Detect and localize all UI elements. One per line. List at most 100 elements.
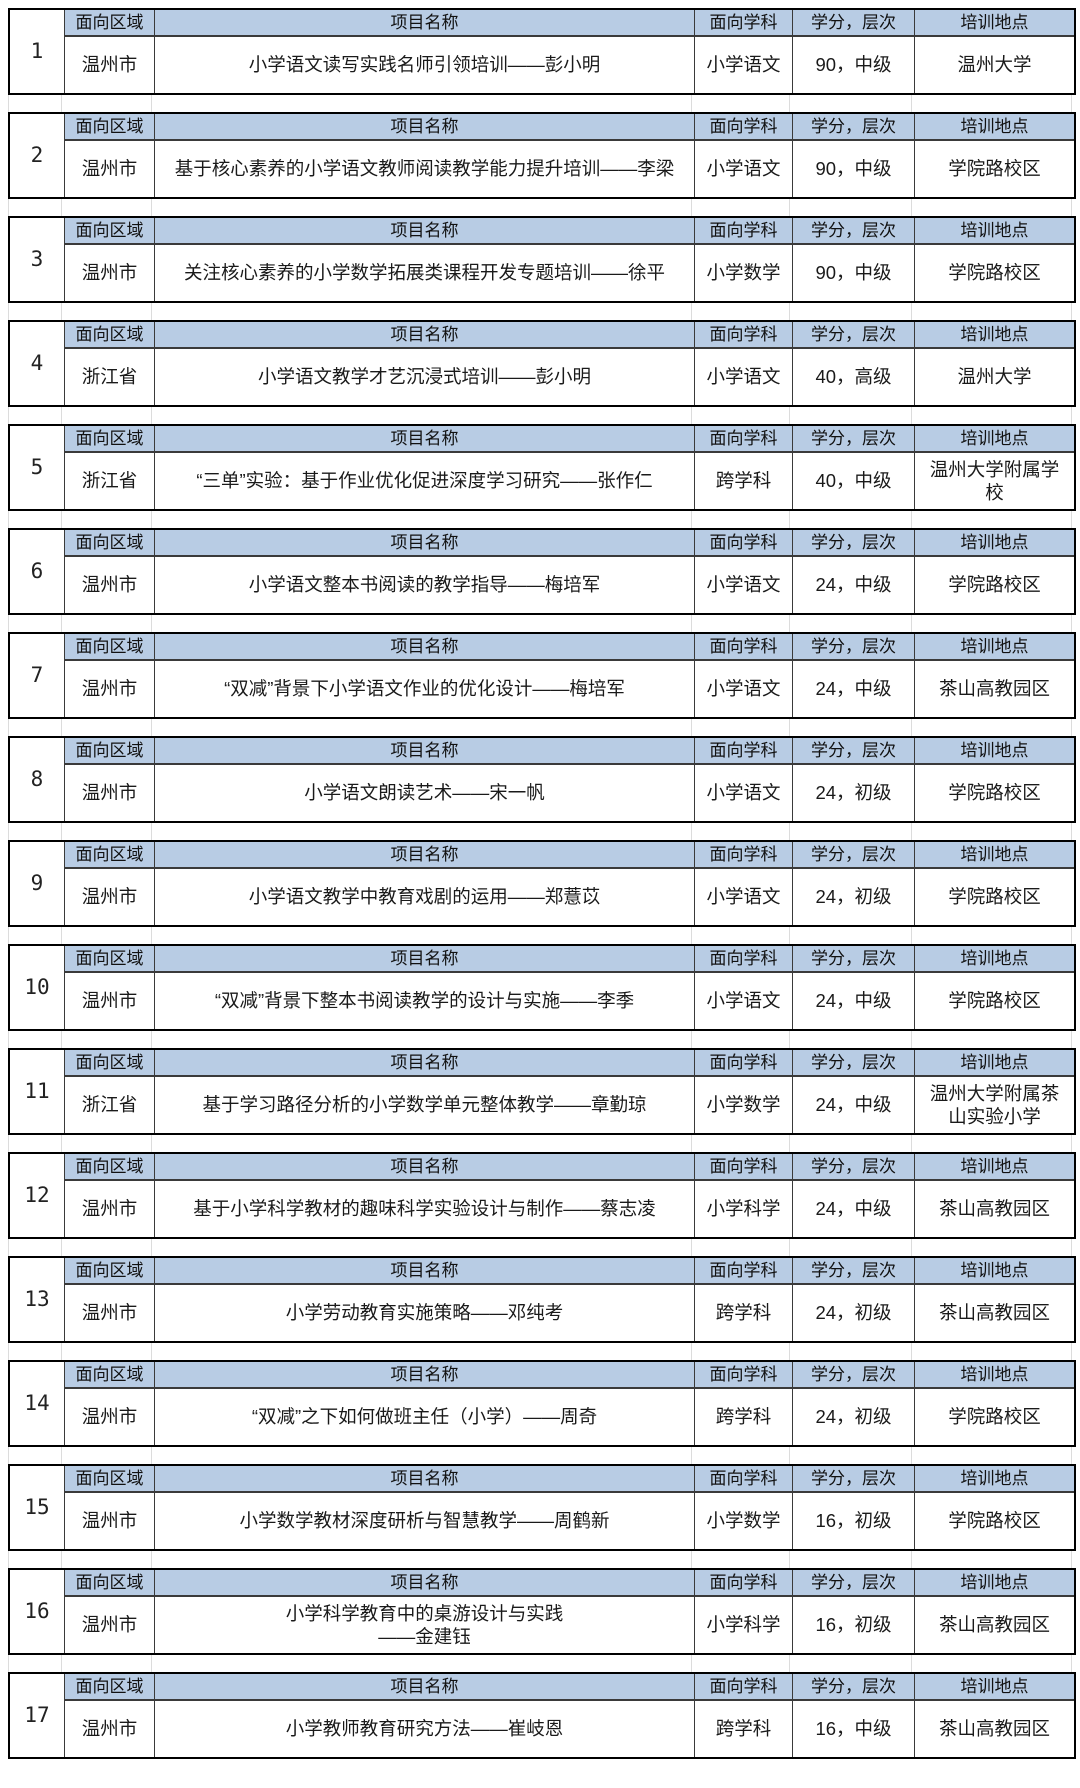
region-cell: 温州市: [64, 245, 154, 301]
location-cell: 学院路校区: [914, 1493, 1074, 1549]
col-header-project-name: 项目名称: [154, 218, 694, 245]
row-number: 11: [24, 1079, 50, 1104]
row-number: 17: [24, 1703, 50, 1728]
credits-level-cell: 16，初级: [792, 1493, 914, 1549]
credits-level-cell: 40，中级: [792, 453, 914, 509]
credits-level-cell: 90，中级: [792, 37, 914, 93]
col-header-location: 培训地点: [914, 426, 1074, 453]
location-cell: 茶山高教园区: [914, 661, 1074, 717]
gap-gridline: [692, 407, 790, 424]
gap-gridline: [62, 407, 152, 424]
credits-level-cell: 24，初级: [792, 869, 914, 925]
gap-gridline: [62, 95, 152, 112]
col-header-project-name: 项目名称: [154, 426, 694, 453]
subject-cell: 小学语文: [694, 557, 792, 613]
gap-gridline: [152, 95, 692, 112]
subject-cell: 跨学科: [694, 1285, 792, 1341]
gap-gridline: [8, 1551, 62, 1568]
col-header-credits-level: 学分，层次: [792, 1674, 914, 1701]
training-project-block: 10 面向区域 项目名称 面向学科 学分，层次 培训地点 温州市 “双减”背景下…: [8, 944, 1076, 1031]
subject-cell: 跨学科: [694, 1701, 792, 1757]
training-project-block: 6 面向区域 项目名称 面向学科 学分，层次 培训地点 温州市 小学语文整本书阅…: [8, 528, 1076, 615]
gap-gridline: [912, 1447, 1072, 1464]
row-number: 14: [24, 1391, 50, 1416]
credits-level-cell: 90，中级: [792, 141, 914, 197]
gap-gridline: [790, 1239, 912, 1256]
col-header-region: 面向区域: [64, 1362, 154, 1389]
col-header-project-name: 项目名称: [154, 1258, 694, 1285]
col-header-region: 面向区域: [64, 114, 154, 141]
gap-gridline: [62, 1135, 152, 1152]
col-header-subject: 面向学科: [694, 10, 792, 37]
col-header-region: 面向区域: [64, 1570, 154, 1597]
gap-gridline: [790, 719, 912, 736]
location-cell: 温州大学: [914, 37, 1074, 93]
gap-gridline: [912, 1343, 1072, 1360]
training-project-block: 13 面向区域 项目名称 面向学科 学分，层次 培训地点 温州市 小学劳动教育实…: [8, 1256, 1076, 1343]
col-header-region: 面向区域: [64, 1674, 154, 1701]
col-header-credits-level: 学分，层次: [792, 530, 914, 557]
region-cell: 温州市: [64, 1389, 154, 1445]
col-header-region: 面向区域: [64, 634, 154, 661]
row-number: 12: [24, 1183, 50, 1208]
col-header-credits-level: 学分，层次: [792, 322, 914, 349]
region-cell: 温州市: [64, 141, 154, 197]
gap-gridline: [62, 823, 152, 840]
location-cell: 茶山高教园区: [914, 1701, 1074, 1757]
project-name-cell: 小学语文整本书阅读的教学指导——梅培军: [154, 557, 694, 613]
gap-gridline: [692, 823, 790, 840]
gap-gridline: [692, 1135, 790, 1152]
col-header-project-name: 项目名称: [154, 1674, 694, 1701]
credits-level-cell: 16，初级: [792, 1597, 914, 1653]
col-header-region: 面向区域: [64, 1466, 154, 1493]
col-header-credits-level: 学分，层次: [792, 634, 914, 661]
subject-cell: 小学语文: [694, 37, 792, 93]
col-header-subject: 面向学科: [694, 1466, 792, 1493]
col-header-location: 培训地点: [914, 634, 1074, 661]
gap-gridline: [152, 1031, 692, 1048]
col-header-credits-level: 学分，层次: [792, 1258, 914, 1285]
spreadsheet-gap-row: [8, 719, 1072, 736]
training-project-block: 1 面向区域 项目名称 面向学科 学分，层次 培训地点 温州市 小学语文读写实践…: [8, 8, 1076, 95]
col-header-location: 培训地点: [914, 114, 1074, 141]
gap-gridline: [8, 407, 62, 424]
col-header-project-name: 项目名称: [154, 842, 694, 869]
col-header-credits-level: 学分，层次: [792, 1154, 914, 1181]
project-name-cell: 基于小学科学教材的趣味科学实验设计与制作——蔡志凌: [154, 1181, 694, 1237]
subject-cell: 小学科学: [694, 1597, 792, 1653]
gap-gridline: [692, 1551, 790, 1568]
col-header-region: 面向区域: [64, 218, 154, 245]
gap-gridline: [692, 1239, 790, 1256]
subject-cell: 小学数学: [694, 245, 792, 301]
spreadsheet-gap-row: [8, 199, 1072, 216]
project-name-cell: 小学劳动教育实施策略——邓纯考: [154, 1285, 694, 1341]
region-cell: 浙江省: [64, 349, 154, 405]
gap-gridline: [152, 303, 692, 320]
location-cell: 茶山高教园区: [914, 1285, 1074, 1341]
credits-level-cell: 90，中级: [792, 245, 914, 301]
col-header-project-name: 项目名称: [154, 530, 694, 557]
col-header-location: 培训地点: [914, 530, 1074, 557]
col-header-region: 面向区域: [64, 842, 154, 869]
col-header-project-name: 项目名称: [154, 1154, 694, 1181]
subject-cell: 小学语文: [694, 349, 792, 405]
gap-gridline: [790, 199, 912, 216]
training-project-block: 4 面向区域 项目名称 面向学科 学分，层次 培训地点 浙江省 小学语文教学才艺…: [8, 320, 1076, 407]
row-number: 15: [24, 1495, 50, 1520]
col-header-project-name: 项目名称: [154, 1466, 694, 1493]
col-header-project-name: 项目名称: [154, 1362, 694, 1389]
gap-gridline: [62, 303, 152, 320]
gap-gridline: [790, 1551, 912, 1568]
location-cell: 茶山高教园区: [914, 1597, 1074, 1653]
gap-gridline: [790, 1655, 912, 1672]
col-header-location: 培训地点: [914, 218, 1074, 245]
training-project-block: 3 面向区域 项目名称 面向学科 学分，层次 培训地点 温州市 关注核心素养的小…: [8, 216, 1076, 303]
col-header-project-name: 项目名称: [154, 946, 694, 973]
project-name-cell: “三单”实验：基于作业优化促进深度学习研究——张作仁: [154, 453, 694, 509]
gap-gridline: [152, 615, 692, 632]
col-header-credits-level: 学分，层次: [792, 1570, 914, 1597]
col-header-location: 培训地点: [914, 1674, 1074, 1701]
spreadsheet-gap-row: [8, 823, 1072, 840]
subject-cell: 小学语文: [694, 973, 792, 1029]
location-cell: 学院路校区: [914, 141, 1074, 197]
